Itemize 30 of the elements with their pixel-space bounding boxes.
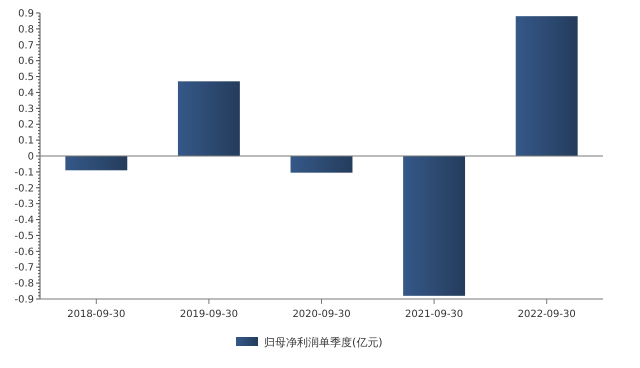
y-tick-label: -0.3 xyxy=(14,199,34,210)
x-tick-label: 2022-09-30 xyxy=(518,309,576,320)
bar xyxy=(178,81,240,156)
y-tick-label: 0.6 xyxy=(18,56,34,68)
y-tick-label: 0.2 xyxy=(18,120,34,131)
y-tick-label: -0.1 xyxy=(14,167,34,178)
y-tick-label: 0 xyxy=(28,152,34,162)
legend-label: 归母净利润单季度(亿元) xyxy=(264,336,383,349)
y-tick-label: 0.9 xyxy=(18,8,34,20)
y-tick-label: 0.8 xyxy=(18,24,34,36)
x-tick-label: 2018-09-30 xyxy=(67,309,126,320)
y-tick-label: -0.2 xyxy=(14,183,34,194)
y-tick-label: -0.4 xyxy=(14,215,34,226)
y-tick-label: -0.8 xyxy=(14,278,34,290)
y-tick-label: 0.4 xyxy=(18,88,34,99)
bar xyxy=(65,156,128,170)
bar xyxy=(290,156,352,173)
y-tick-label: -0.7 xyxy=(14,262,34,274)
y-tick-label: 0.3 xyxy=(18,104,34,115)
y-tick-label: -0.6 xyxy=(14,246,34,258)
y-tick-label: -0.5 xyxy=(14,230,34,242)
bar xyxy=(516,16,578,156)
x-tick-label: 2021-09-30 xyxy=(405,309,464,320)
y-tick-label: 0.5 xyxy=(18,72,34,84)
y-tick-label: 0.1 xyxy=(18,136,34,147)
y-tick-label: -0.9 xyxy=(14,294,34,306)
bar xyxy=(403,156,466,296)
x-tick-label: 2020-09-30 xyxy=(292,309,351,320)
x-tick-label: 2019-09-30 xyxy=(180,309,238,320)
y-tick-label: 0.7 xyxy=(18,40,34,52)
